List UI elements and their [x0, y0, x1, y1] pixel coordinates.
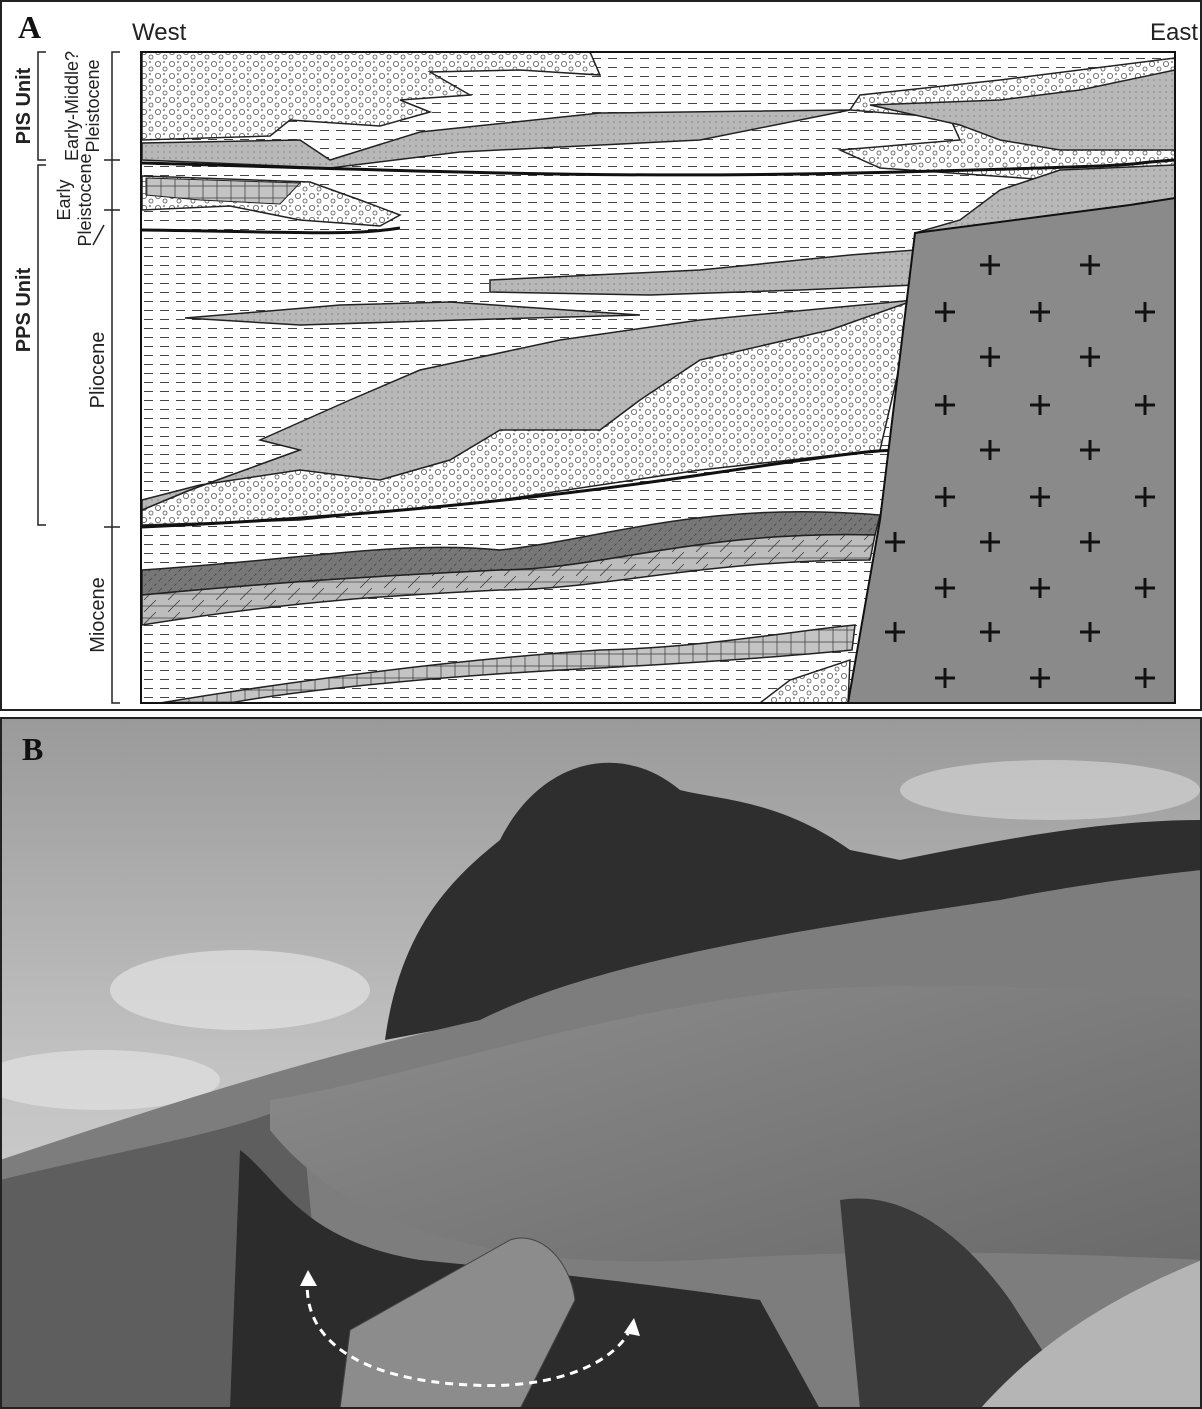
unit-label: PPS Unit: [13, 267, 35, 352]
stage-label: Miocene: [87, 577, 109, 653]
stage-label: Pliocene: [87, 332, 109, 409]
figure: A West East PIS Unit PPS Unit Early-Midd…: [0, 0, 1202, 1409]
direction-label: West: [132, 19, 187, 46]
panel-label: A: [18, 9, 41, 45]
direction-label: East: [1150, 19, 1198, 46]
stage-label: Pleistocene: [83, 59, 103, 152]
panel-a: A West East PIS Unit PPS Unit Early-Midd…: [1, 1, 1201, 710]
stage-label: Early: [54, 179, 74, 220]
stage-label: Pleistocene: [75, 153, 95, 246]
cloud: [110, 950, 370, 1030]
panel-b: B: [0, 718, 1202, 1409]
unit-label: PIS Unit: [13, 67, 35, 144]
cloud: [900, 760, 1200, 820]
panel-label: B: [22, 731, 43, 767]
stage-label: Early-Middle?: [62, 51, 82, 161]
